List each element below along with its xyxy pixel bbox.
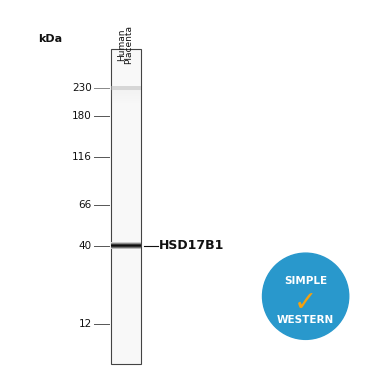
Circle shape (262, 253, 349, 339)
Bar (111, 98, 141, 99)
Bar (111, 97, 141, 98)
Bar (111, 86, 141, 90)
Text: HSD17B1: HSD17B1 (159, 239, 225, 252)
Bar (111, 95, 141, 96)
Text: 180: 180 (72, 111, 92, 122)
Text: 12: 12 (79, 320, 92, 329)
Bar (111, 94, 141, 95)
Text: SIMPLE: SIMPLE (284, 276, 327, 286)
Text: kDa: kDa (39, 34, 63, 44)
Text: WESTERN: WESTERN (277, 315, 334, 325)
Bar (111, 93, 141, 94)
Bar (111, 102, 141, 103)
Bar (111, 90, 141, 91)
Text: 230: 230 (72, 83, 92, 93)
Bar (111, 100, 141, 101)
Bar (111, 49, 141, 364)
Bar (111, 92, 141, 93)
Bar (111, 103, 141, 104)
Bar (111, 99, 141, 100)
Bar (111, 101, 141, 102)
Text: 116: 116 (72, 152, 92, 162)
Bar (111, 91, 141, 92)
Text: ✓: ✓ (294, 289, 317, 317)
Text: 40: 40 (79, 241, 92, 250)
Text: Placenta: Placenta (124, 26, 133, 64)
Text: Human: Human (117, 29, 126, 61)
Bar (111, 96, 141, 97)
Text: 66: 66 (79, 200, 92, 210)
